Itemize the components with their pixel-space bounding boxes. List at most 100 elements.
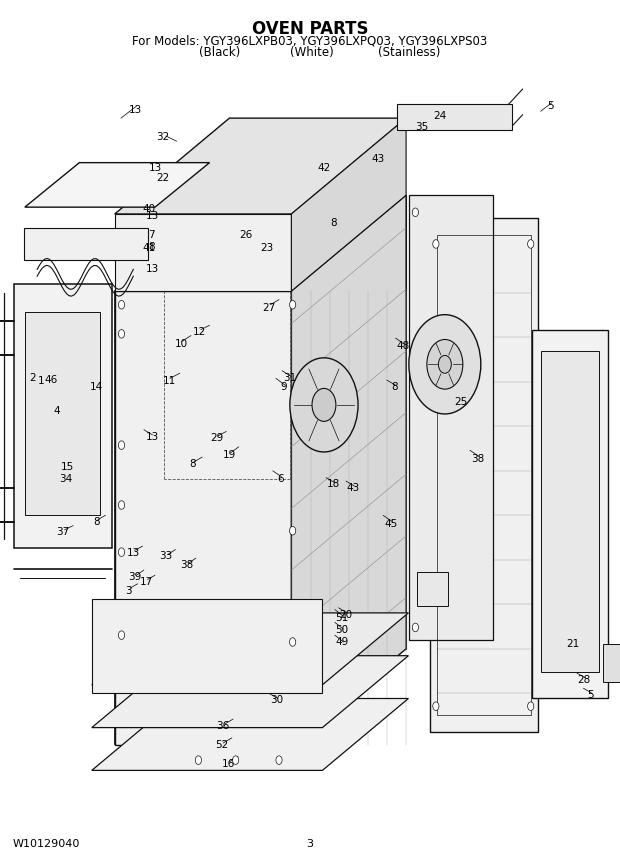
Polygon shape: [409, 195, 493, 640]
Text: 38: 38: [180, 560, 194, 570]
Text: 42: 42: [317, 163, 330, 173]
Polygon shape: [115, 118, 406, 214]
Text: 50: 50: [335, 625, 349, 635]
Polygon shape: [92, 613, 409, 685]
Text: 15: 15: [60, 461, 74, 472]
Text: 33: 33: [159, 551, 173, 562]
Circle shape: [290, 300, 296, 309]
Circle shape: [232, 756, 239, 764]
Polygon shape: [115, 195, 229, 745]
Text: 2: 2: [29, 373, 35, 383]
Circle shape: [412, 208, 418, 217]
Text: 16: 16: [221, 758, 235, 769]
Text: 8: 8: [391, 382, 397, 392]
Text: 13: 13: [128, 104, 142, 115]
Text: 4: 4: [54, 406, 60, 416]
Polygon shape: [25, 312, 100, 515]
Polygon shape: [115, 214, 291, 291]
Text: 22: 22: [156, 173, 169, 183]
Text: 29: 29: [210, 433, 224, 443]
Circle shape: [118, 441, 125, 449]
Text: 13: 13: [126, 548, 140, 558]
Text: For Models: YGY396LXPB03, YGY396LXPQ03, YGY396LXPS03: For Models: YGY396LXPB03, YGY396LXPQ03, …: [133, 34, 487, 48]
Text: 13: 13: [146, 264, 159, 274]
Polygon shape: [541, 351, 599, 672]
Text: 34: 34: [59, 474, 73, 484]
Circle shape: [433, 240, 439, 248]
Text: 46: 46: [44, 375, 58, 385]
Text: 8: 8: [330, 217, 337, 228]
Text: 41: 41: [142, 243, 156, 253]
Text: 9: 9: [281, 382, 287, 392]
Polygon shape: [115, 291, 291, 745]
Circle shape: [118, 330, 125, 338]
Text: 23: 23: [260, 243, 273, 253]
Text: 13: 13: [148, 163, 162, 173]
Circle shape: [118, 501, 125, 509]
Text: 28: 28: [577, 675, 591, 685]
Text: 27: 27: [262, 303, 276, 313]
Text: 3: 3: [126, 586, 132, 596]
Circle shape: [290, 358, 358, 452]
Circle shape: [312, 389, 336, 421]
Text: 31: 31: [283, 373, 297, 383]
Circle shape: [433, 702, 439, 710]
Circle shape: [195, 756, 202, 764]
Circle shape: [438, 355, 451, 373]
Text: 8: 8: [148, 241, 154, 252]
Circle shape: [528, 702, 534, 710]
Polygon shape: [417, 572, 448, 606]
Text: 32: 32: [156, 132, 169, 142]
Polygon shape: [603, 644, 620, 682]
Circle shape: [118, 548, 125, 556]
Text: 3: 3: [306, 839, 314, 849]
Polygon shape: [397, 104, 512, 130]
Text: OVEN PARTS: OVEN PARTS: [252, 20, 368, 39]
Text: 45: 45: [384, 519, 397, 529]
Circle shape: [409, 315, 481, 414]
Polygon shape: [430, 218, 538, 732]
Text: 39: 39: [128, 572, 142, 582]
Text: 48: 48: [396, 341, 410, 351]
Text: (Black): (Black): [200, 45, 241, 59]
Circle shape: [290, 526, 296, 535]
Text: 8: 8: [189, 459, 195, 469]
Text: (White): (White): [290, 45, 334, 59]
Polygon shape: [291, 195, 406, 745]
Text: 13: 13: [146, 431, 159, 442]
Text: 36: 36: [216, 721, 230, 731]
Polygon shape: [25, 163, 210, 207]
Polygon shape: [92, 656, 409, 728]
Text: 13: 13: [146, 211, 159, 221]
Polygon shape: [92, 698, 409, 770]
Text: 19: 19: [223, 450, 236, 461]
Circle shape: [528, 240, 534, 248]
Text: 7: 7: [148, 229, 154, 240]
Text: 14: 14: [89, 382, 103, 392]
Text: 52: 52: [215, 740, 229, 750]
Text: 5: 5: [588, 690, 594, 700]
Text: 35: 35: [415, 122, 428, 132]
Text: 40: 40: [142, 204, 156, 214]
Text: 8: 8: [94, 517, 100, 527]
Text: W10129040: W10129040: [12, 839, 80, 849]
Text: 43: 43: [347, 483, 360, 493]
Text: 10: 10: [174, 339, 188, 349]
Text: 6: 6: [277, 474, 283, 484]
Polygon shape: [24, 228, 148, 260]
Text: 49: 49: [335, 637, 349, 647]
Polygon shape: [532, 330, 608, 698]
Text: 37: 37: [56, 527, 70, 538]
Text: 26: 26: [239, 229, 252, 240]
Polygon shape: [92, 599, 322, 693]
Polygon shape: [115, 195, 406, 291]
Text: 11: 11: [162, 376, 176, 386]
Text: 12: 12: [193, 327, 206, 337]
Circle shape: [427, 340, 463, 389]
Text: 38: 38: [471, 454, 484, 464]
Circle shape: [118, 300, 125, 309]
Circle shape: [118, 631, 125, 639]
Text: 1: 1: [38, 376, 45, 386]
Text: 30: 30: [270, 695, 283, 705]
Text: 25: 25: [454, 397, 468, 407]
